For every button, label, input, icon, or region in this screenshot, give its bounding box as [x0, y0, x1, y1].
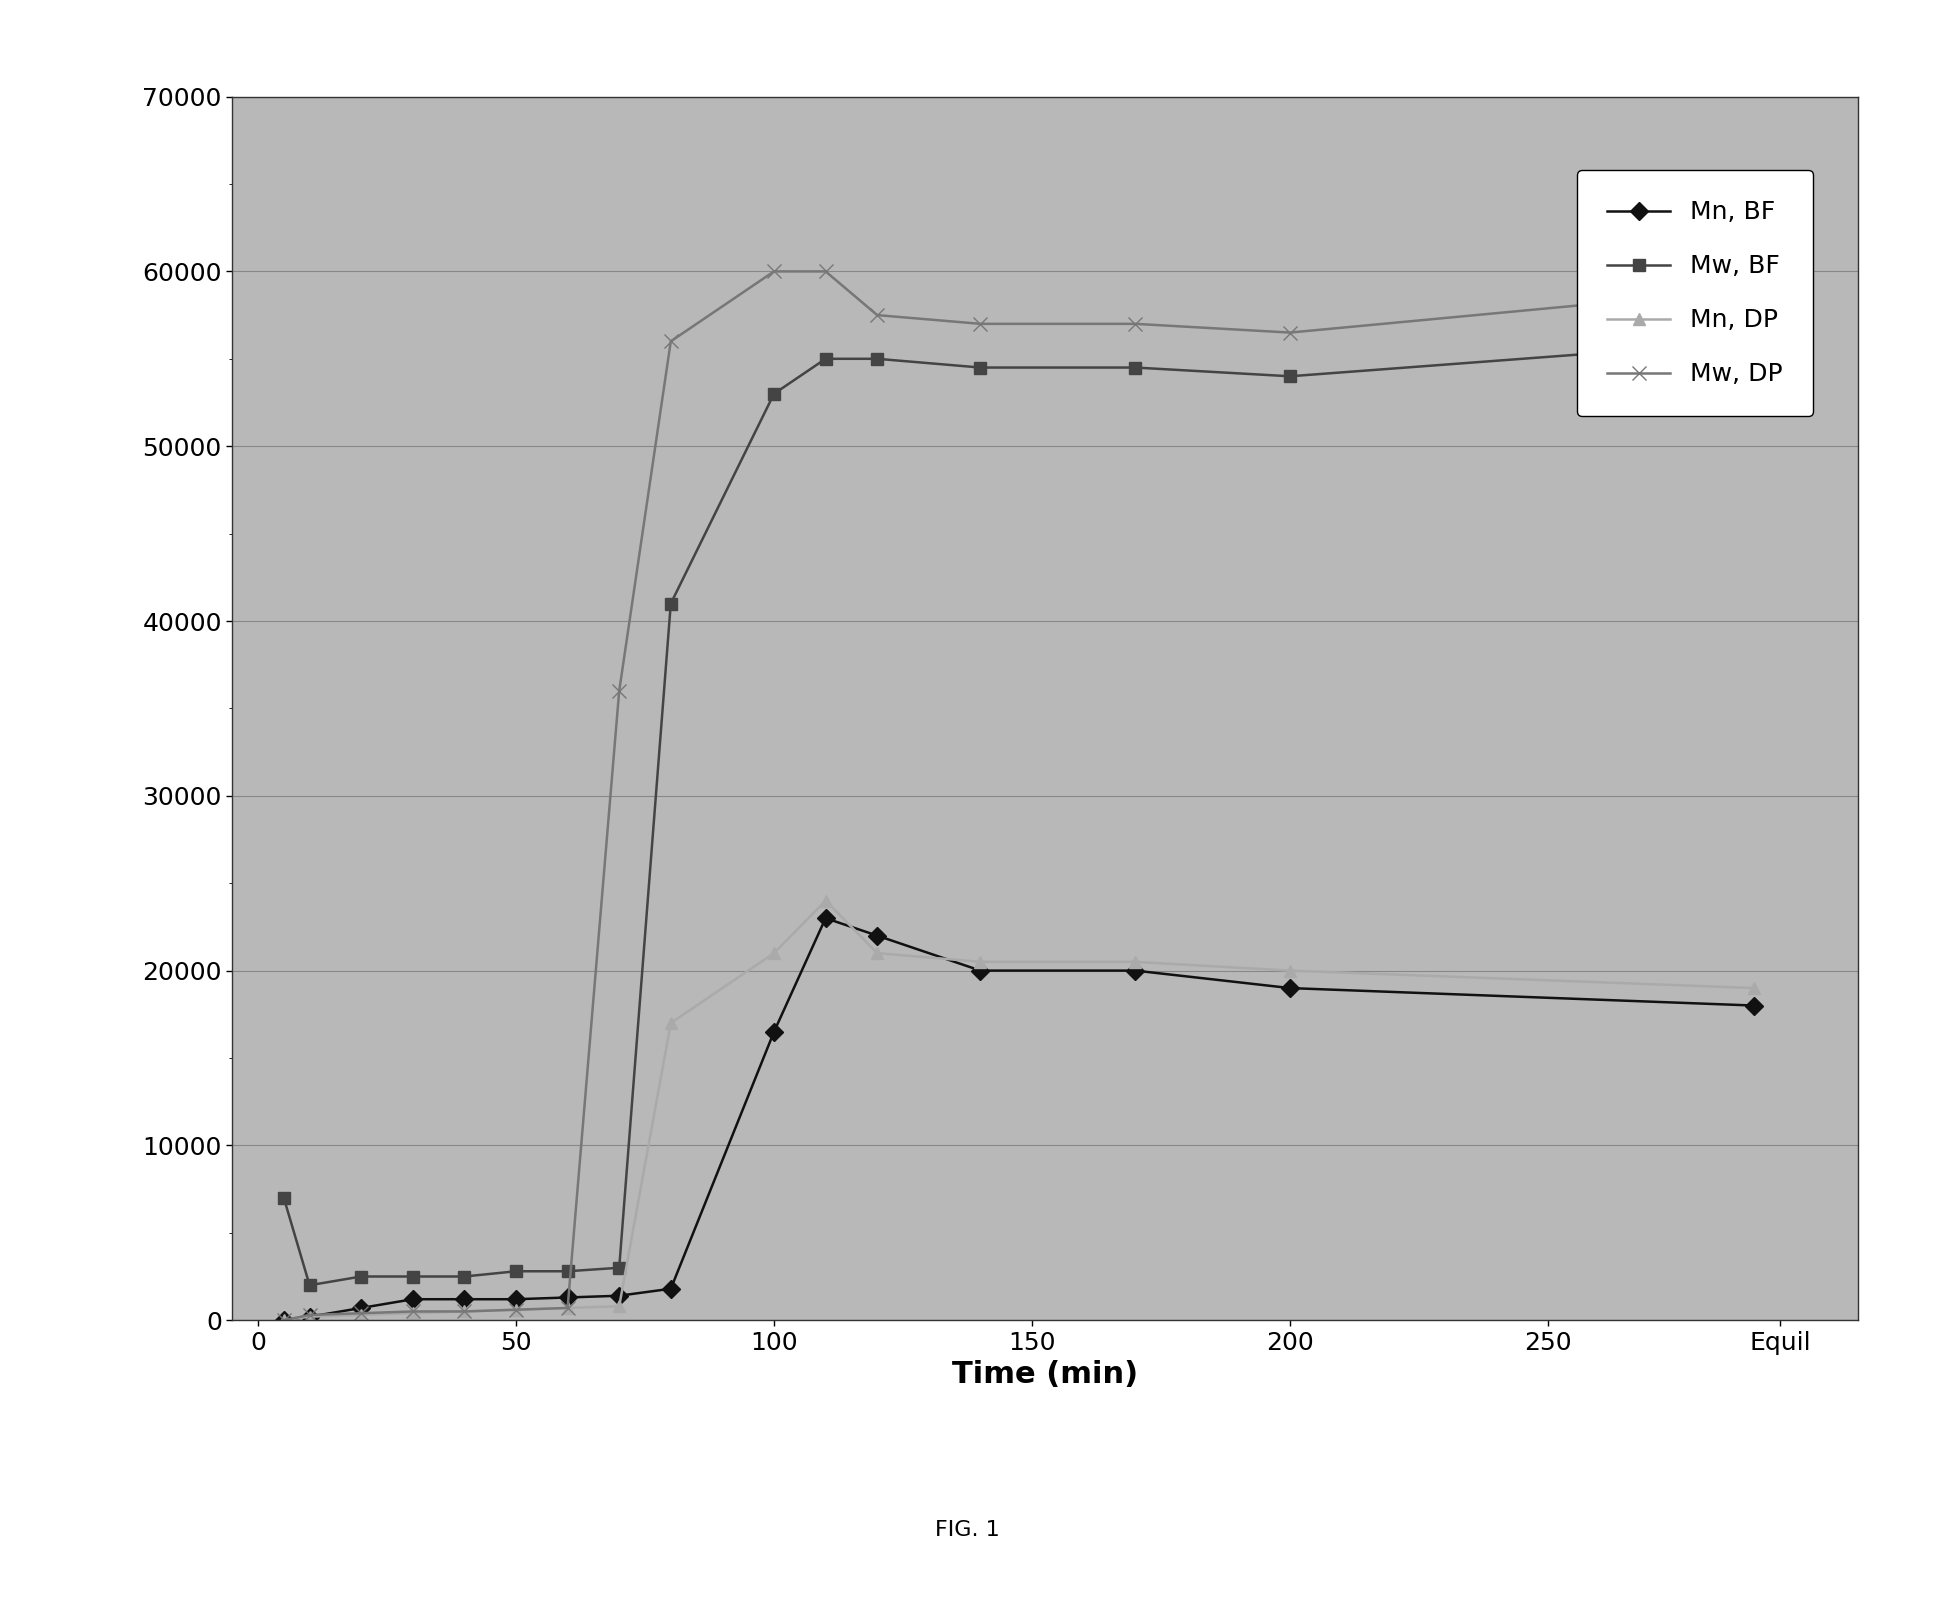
Mn, BF [660, 1278, 683, 1298]
Mn, DP [505, 1299, 528, 1319]
Mw, DP [865, 306, 888, 325]
Mn, BF [298, 1307, 321, 1327]
Mw, DP [401, 1302, 424, 1322]
Mw, BF [505, 1262, 528, 1282]
Line: Mw, BF: Mw, BF [277, 335, 1761, 1291]
Mn, BF [865, 926, 888, 945]
Mw, BF [969, 357, 993, 377]
Mn, BF [505, 1290, 528, 1309]
X-axis label: Time (min): Time (min) [952, 1360, 1138, 1389]
Mw, BF [815, 349, 838, 369]
Mw, DP [555, 1298, 579, 1317]
Mw, DP [969, 314, 993, 333]
Mw, DP [1743, 279, 1767, 298]
Line: Mn, DP: Mn, DP [277, 895, 1761, 1327]
Mw, BF [1743, 332, 1767, 351]
Mw, DP [815, 262, 838, 282]
Mn, BF [1124, 961, 1147, 980]
Mn, BF [815, 908, 838, 927]
Line: Mw, DP: Mw, DP [277, 264, 1761, 1327]
Text: FIG. 1: FIG. 1 [935, 1520, 1000, 1539]
Mn, BF [401, 1290, 424, 1309]
Mn, BF [453, 1290, 476, 1309]
Mn, BF [350, 1298, 373, 1317]
Mn, DP [608, 1296, 631, 1315]
Mn, DP [865, 943, 888, 963]
Mn, DP [453, 1302, 476, 1322]
Mn, DP [762, 943, 786, 963]
Mn, BF [969, 961, 993, 980]
Mw, BF [1124, 357, 1147, 377]
Mn, DP [401, 1304, 424, 1323]
Mn, DP [969, 952, 993, 971]
Mn, BF [1279, 979, 1302, 998]
Mw, BF [1279, 367, 1302, 386]
Mn, DP [555, 1298, 579, 1317]
Mw, DP [762, 262, 786, 282]
Line: Mn, BF: Mn, BF [277, 911, 1761, 1327]
Mw, DP [453, 1302, 476, 1322]
Mn, BF [555, 1288, 579, 1307]
Mw, BF [453, 1267, 476, 1286]
Mw, BF [555, 1262, 579, 1282]
Legend: Mn, BF, Mw, BF, Mn, DP, Mw, DP: Mn, BF, Mw, BF, Mn, DP, Mw, DP [1577, 171, 1813, 417]
Mw, BF [762, 385, 786, 404]
Mw, BF [298, 1275, 321, 1294]
Mw, BF [401, 1267, 424, 1286]
Mn, DP [1743, 979, 1767, 998]
Mn, DP [273, 1311, 296, 1330]
Mw, BF [660, 594, 683, 613]
Mw, BF [608, 1257, 631, 1277]
Mw, DP [1279, 324, 1302, 343]
Mn, BF [762, 1022, 786, 1042]
Mn, DP [298, 1307, 321, 1327]
Mn, BF [273, 1311, 296, 1330]
Mn, DP [1124, 952, 1147, 971]
Mw, DP [1124, 314, 1147, 333]
Mn, DP [1279, 961, 1302, 980]
Mn, DP [350, 1306, 373, 1325]
Mw, BF [273, 1188, 296, 1208]
Mw, DP [273, 1311, 296, 1330]
Mw, BF [865, 349, 888, 369]
Mn, BF [1743, 997, 1767, 1016]
Mw, DP [350, 1304, 373, 1323]
Mn, BF [608, 1286, 631, 1306]
Mw, DP [298, 1306, 321, 1325]
Mw, DP [608, 681, 631, 700]
Mn, DP [815, 890, 838, 910]
Mw, BF [350, 1267, 373, 1286]
Mn, DP [660, 1013, 683, 1032]
Mw, DP [660, 332, 683, 351]
Mw, DP [505, 1299, 528, 1319]
